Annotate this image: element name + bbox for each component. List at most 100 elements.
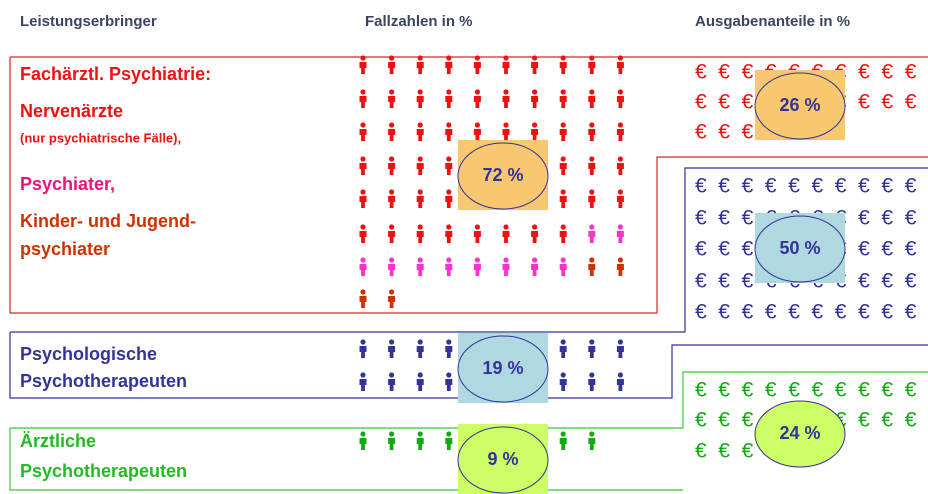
person-icon [473, 89, 481, 108]
euro-sign: € [742, 61, 754, 84]
person-icon [445, 431, 453, 450]
head [589, 89, 595, 95]
body [473, 264, 481, 276]
head [446, 431, 452, 437]
euro-sign: € [858, 207, 870, 230]
head [417, 257, 423, 263]
body [588, 129, 596, 141]
body [416, 163, 424, 175]
person-icon [473, 122, 481, 141]
person-icon [588, 189, 596, 208]
body [388, 96, 396, 108]
label: psychiater [20, 239, 110, 259]
head [532, 257, 538, 263]
head [446, 156, 452, 162]
body [359, 196, 367, 208]
label: Psychotherapeuten [20, 461, 187, 481]
head [389, 339, 395, 345]
euro-sign: € [812, 301, 824, 324]
head [589, 156, 595, 162]
person-icon [416, 122, 424, 141]
person-icon [559, 372, 567, 391]
head [560, 431, 566, 437]
euro-sign: € [881, 238, 893, 261]
body [502, 129, 510, 141]
person-icon [445, 257, 453, 276]
euro-sign: € [881, 301, 893, 324]
person-icon [416, 55, 424, 74]
person-icon [616, 122, 624, 141]
head [617, 339, 624, 345]
person-icon [531, 224, 539, 243]
percent-label: 26 % [779, 95, 820, 115]
body [559, 231, 567, 243]
euro-sign: € [742, 270, 754, 293]
head [389, 257, 395, 263]
euro-sign: € [858, 175, 870, 198]
body [388, 346, 396, 358]
head [389, 224, 395, 230]
person-icon [473, 224, 481, 243]
body [388, 264, 396, 276]
percent-label: 24 % [779, 423, 820, 443]
body [588, 96, 596, 108]
euro-sign: € [881, 91, 893, 114]
person-icon [359, 372, 367, 391]
person-icon [416, 431, 424, 450]
person-icon [445, 89, 453, 108]
euro-sign: € [765, 175, 777, 198]
head [617, 372, 624, 378]
person-icon [531, 55, 539, 74]
euro-sign: € [905, 207, 917, 230]
head [417, 122, 423, 128]
euro-sign: € [905, 379, 917, 402]
euro-sign: € [858, 409, 870, 432]
head [617, 224, 624, 230]
body [616, 163, 624, 175]
head [589, 122, 595, 128]
head [446, 372, 452, 378]
head [474, 122, 480, 128]
body [359, 379, 367, 391]
euro-sign: € [742, 409, 754, 432]
head [589, 224, 595, 230]
euro-sign: € [695, 270, 707, 293]
body [359, 296, 367, 308]
head [617, 189, 624, 195]
euro-sign: € [718, 61, 730, 84]
person-icon [359, 156, 367, 175]
body [588, 346, 596, 358]
head [417, 431, 423, 437]
person-icon [359, 339, 367, 358]
body [588, 163, 596, 175]
body [616, 129, 624, 141]
euro-sign: € [718, 175, 730, 198]
head [589, 431, 595, 437]
person-icon [531, 257, 539, 276]
body [359, 129, 367, 141]
body [616, 62, 624, 74]
head [617, 122, 624, 128]
head [560, 122, 566, 128]
euro-sign: € [905, 238, 917, 261]
person-icon [445, 55, 453, 74]
person-icon [502, 257, 510, 276]
euro-sign: € [905, 61, 917, 84]
person-icon [359, 89, 367, 108]
person-icon [559, 339, 567, 358]
body [502, 264, 510, 276]
body [359, 62, 367, 74]
person-icon [502, 224, 510, 243]
person-icon [502, 55, 510, 74]
body [531, 96, 539, 108]
body [559, 196, 567, 208]
head [360, 431, 366, 437]
head [503, 122, 509, 128]
person-icon [616, 89, 624, 108]
body [416, 96, 424, 108]
body [416, 62, 424, 74]
body [473, 96, 481, 108]
body [416, 346, 424, 358]
person-icon [588, 122, 596, 141]
person-icon [359, 189, 367, 208]
